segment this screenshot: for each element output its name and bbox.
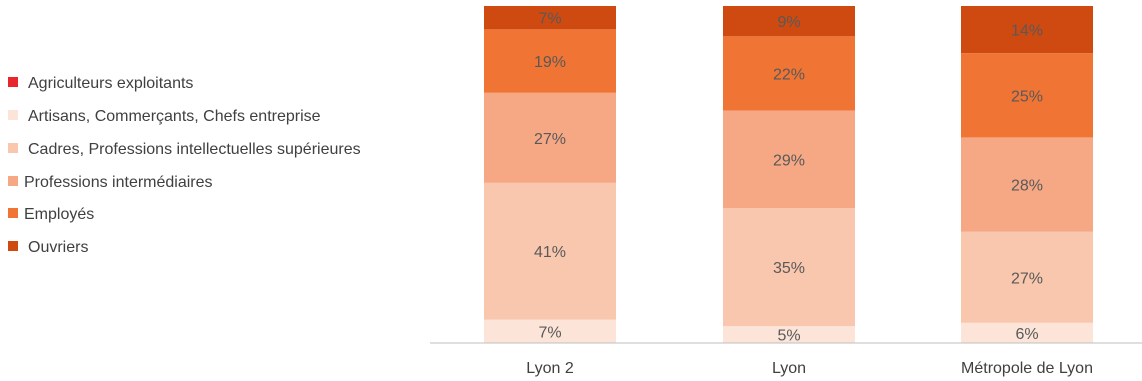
legend-swatch-1 bbox=[8, 110, 18, 120]
bar-segment-1-2 bbox=[961, 322, 1093, 343]
legend-label-0: Agriculteurs exploitants bbox=[28, 75, 193, 92]
bar-segment-2-0 bbox=[484, 182, 616, 320]
legend-swatch-5 bbox=[8, 241, 18, 251]
legend: Agriculteurs exploitants Artisans, Commer… bbox=[8, 75, 361, 256]
legend-label-3: Professions intermédiaires bbox=[24, 174, 213, 191]
data-label-4-2: 25% bbox=[1011, 88, 1043, 105]
data-label-2-1: 35% bbox=[773, 260, 805, 277]
x-axis-labels: Lyon 2 Lyon Métropole de Lyon bbox=[526, 360, 1093, 377]
legend-swatch-2 bbox=[8, 143, 18, 153]
data-label-5-2: 14% bbox=[1011, 23, 1043, 40]
x-tick-label-2: Métropole de Lyon bbox=[961, 360, 1093, 377]
legend-label-1: Artisans, Commerçants, Chefs entreprise bbox=[28, 108, 321, 125]
data-label-5-0: 7% bbox=[538, 11, 561, 28]
legend-swatch-4 bbox=[8, 208, 18, 218]
legend-swatch-3 bbox=[8, 176, 18, 186]
bar-segment-1-0 bbox=[484, 319, 616, 343]
data-label-1-1: 5% bbox=[777, 328, 800, 345]
data-label-4-0: 19% bbox=[534, 54, 566, 71]
bar-segment-3-2 bbox=[961, 137, 1093, 232]
bar-segment-5-1 bbox=[723, 6, 855, 37]
bar-segment-2-1 bbox=[723, 208, 855, 327]
legend-swatch-0 bbox=[8, 77, 18, 87]
data-label-2-2: 27% bbox=[1011, 270, 1043, 287]
legend-label-5: Ouvriers bbox=[28, 239, 88, 256]
bar-segment-4-0 bbox=[484, 29, 616, 93]
bar-segment-2-2 bbox=[961, 231, 1093, 323]
legend-label-2: Cadres, Professions intellectuelles supé… bbox=[28, 141, 361, 158]
data-label-3-2: 28% bbox=[1011, 178, 1043, 195]
data-label-3-0: 27% bbox=[534, 131, 566, 148]
data-label-1-0: 7% bbox=[538, 324, 561, 341]
data-label-5-1: 9% bbox=[777, 14, 800, 31]
bar-segment-5-0 bbox=[484, 6, 616, 30]
legend-label-4: Employés bbox=[24, 206, 94, 223]
data-label-2-0: 41% bbox=[534, 244, 566, 261]
x-tick-label-1: Lyon bbox=[772, 360, 806, 377]
data-label-1-2: 6% bbox=[1015, 326, 1038, 343]
bar-segment-4-1 bbox=[723, 36, 855, 111]
plot-area: 7% 41% 27% 19% 7% 5% 35% 29% 22% 9% 6% 27% 28% 25% 14% bbox=[484, 6, 1093, 345]
data-label-4-1: 22% bbox=[773, 66, 805, 83]
bar-segment-3-1 bbox=[723, 110, 855, 209]
bar-segment-4-2 bbox=[961, 53, 1093, 138]
x-tick-label-0: Lyon 2 bbox=[526, 360, 574, 377]
data-label-3-1: 29% bbox=[773, 152, 805, 169]
bar-segment-5-2 bbox=[961, 6, 1093, 54]
bar-segment-1-1 bbox=[723, 326, 855, 343]
bar-segment-3-0 bbox=[484, 92, 616, 183]
